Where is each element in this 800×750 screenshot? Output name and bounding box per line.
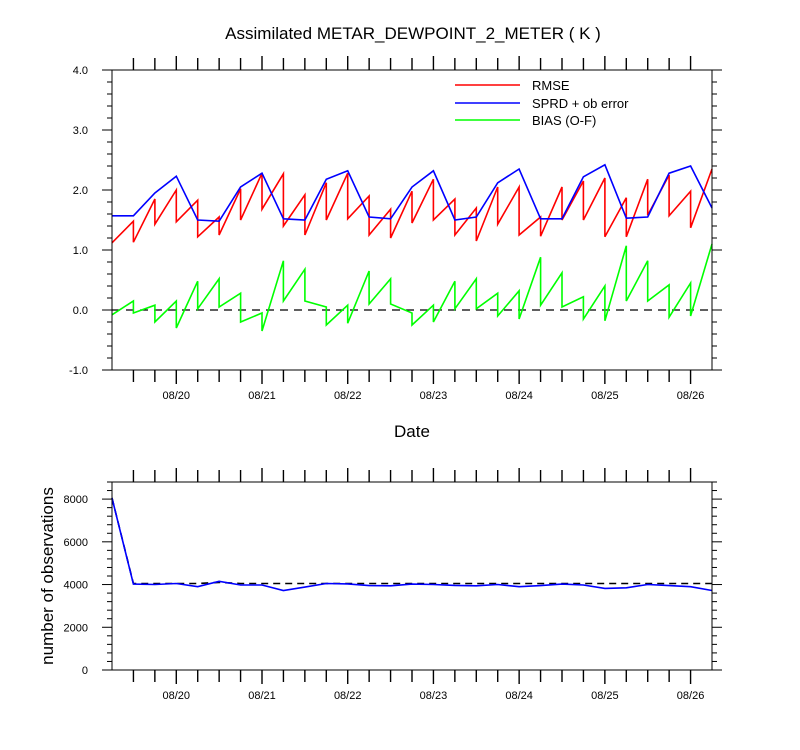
top-x-tick-label: 08/21	[248, 390, 276, 402]
top-x-tick-label: 08/26	[677, 390, 705, 402]
top-y-tick-label: 2.0	[73, 185, 88, 197]
chart-title: Assimilated METAR_DEWPOINT_2_METER ( K )	[225, 24, 601, 43]
top-y-tick-label: 3.0	[73, 125, 88, 137]
bottom-x-tick-label: 08/26	[677, 690, 705, 702]
bottom-chart-series	[111, 497, 713, 592]
top-series-line-sprd-ob-error	[112, 163, 713, 223]
top-x-tick-label: 08/22	[334, 390, 362, 402]
bottom-y-tick-label: 2000	[64, 622, 88, 634]
bottom-y-tick-label: 8000	[64, 494, 88, 506]
top-x-tick-label: 08/23	[420, 390, 448, 402]
legend-label-rmse: RMSE	[532, 78, 570, 93]
top-y-tick-label: 4.0	[73, 65, 88, 77]
legend-label-sprd: SPRD + ob error	[532, 96, 629, 111]
bottom-chart-frame	[111, 481, 713, 671]
x-axis-title: Date	[394, 422, 430, 441]
bottom-x-tick-label: 08/22	[334, 690, 362, 702]
bottom-y-tick-label: 0	[82, 665, 88, 677]
legend-label-bias: BIAS (O-F)	[532, 113, 596, 128]
legend: RMSE SPRD + ob error BIAS (O-F)	[455, 78, 629, 128]
bottom-x-tick-label: 08/21	[248, 690, 276, 702]
top-chart-series	[111, 163, 713, 332]
y-axis-title: number of observations	[38, 487, 57, 665]
top-y-tick-label: 1.0	[73, 245, 88, 257]
bottom-x-tick-label: 08/23	[420, 690, 448, 702]
top-chart-frame	[111, 69, 713, 371]
bottom-x-tick-label: 08/25	[591, 690, 619, 702]
bottom-series-line-used	[111, 497, 713, 592]
top-series-line-bias-o-f	[111, 243, 713, 332]
top-y-tick-label: 0.0	[73, 305, 88, 317]
top-x-tick-label: 08/24	[505, 390, 533, 402]
bottom-chart-ticks: 08/20 08/21 08/22 08/23 08/24 08/25 08/26 8000 6…	[64, 468, 722, 702]
top-chart-ticks: 08/20 08/21 08/22 08/23 08/24 08/25 08/26 4.0 3.…	[69, 56, 722, 402]
top-chart: Assimilated METAR_DEWPOINT_2_METER ( K )…	[69, 24, 722, 441]
top-x-tick-label: 08/20	[163, 390, 191, 402]
bottom-x-tick-label: 08/24	[505, 690, 533, 702]
bottom-y-tick-label: 6000	[64, 537, 88, 549]
bottom-x-tick-label: 08/20	[163, 690, 191, 702]
bottom-y-tick-label: 4000	[64, 580, 88, 592]
bottom-chart: 08/20 08/21 08/22 08/23 08/24 08/25 08/26 8000 6…	[38, 468, 722, 702]
bottom-series-line-possible	[111, 497, 712, 585]
top-y-tick-label: -1.0	[69, 365, 88, 377]
top-x-tick-label: 08/25	[591, 390, 619, 402]
